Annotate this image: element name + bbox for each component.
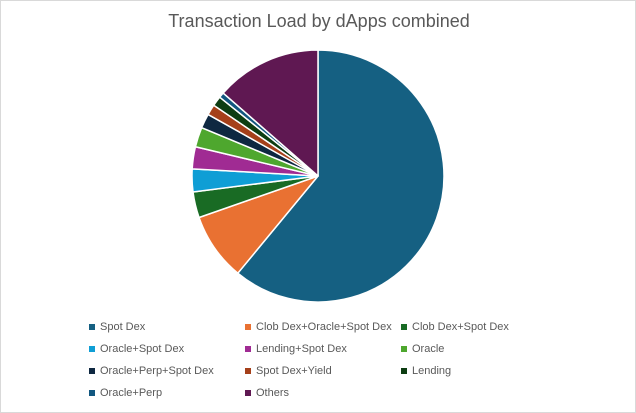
legend-label: Clob Dex+Oracle+Spot Dex bbox=[256, 321, 392, 333]
legend-label: Lending+Spot Dex bbox=[256, 343, 347, 355]
legend-swatch bbox=[89, 390, 95, 396]
legend-swatch bbox=[245, 324, 251, 330]
legend-item: Clob Dex+Spot Dex bbox=[401, 318, 557, 336]
legend-item: Oracle bbox=[401, 340, 557, 358]
legend-item: Spot Dex bbox=[89, 318, 245, 336]
legend-label: Spot Dex+Yield bbox=[256, 365, 332, 377]
chart-title: Transaction Load by dApps combined bbox=[168, 11, 470, 31]
legend-label: Lending bbox=[412, 365, 452, 377]
legend-swatch bbox=[401, 368, 407, 374]
legend-label: Others bbox=[256, 387, 290, 399]
pie-slice-spot-dex bbox=[237, 49, 445, 303]
legend-swatch bbox=[245, 368, 251, 374]
pie-slice-others bbox=[222, 49, 319, 177]
legend-item: Spot Dex+Yield bbox=[245, 362, 401, 380]
legend-swatch bbox=[89, 368, 95, 374]
legend-swatch bbox=[89, 346, 95, 352]
chart-legend: Spot Dex Clob Dex+Oracle+Spot Dex Clob Dex… bbox=[89, 318, 569, 402]
legend-label: Oracle+Perp bbox=[100, 387, 163, 399]
legend-item: Oracle+Perp bbox=[89, 384, 245, 402]
legend-item: Oracle+Spot Dex bbox=[89, 340, 245, 358]
legend-swatch bbox=[245, 346, 251, 352]
legend-label: Oracle bbox=[412, 343, 445, 355]
legend-swatch bbox=[245, 390, 251, 396]
legend-label: Clob Dex+Spot Dex bbox=[412, 321, 509, 333]
legend-swatch bbox=[89, 324, 95, 330]
legend-label: Oracle+Spot Dex bbox=[100, 343, 185, 355]
legend-item: Others bbox=[245, 384, 401, 402]
legend-label: Spot Dex bbox=[100, 321, 146, 333]
legend-swatch bbox=[401, 324, 407, 330]
legend-item: Oracle+Perp+Spot Dex bbox=[89, 362, 245, 380]
legend-label: Oracle+Perp+Spot Dex bbox=[100, 365, 214, 377]
legend-item: Lending+Spot Dex bbox=[245, 340, 401, 358]
legend-item: Lending bbox=[401, 362, 557, 380]
legend-item: Clob Dex+Oracle+Spot Dex bbox=[245, 318, 401, 336]
legend-swatch bbox=[401, 346, 407, 352]
